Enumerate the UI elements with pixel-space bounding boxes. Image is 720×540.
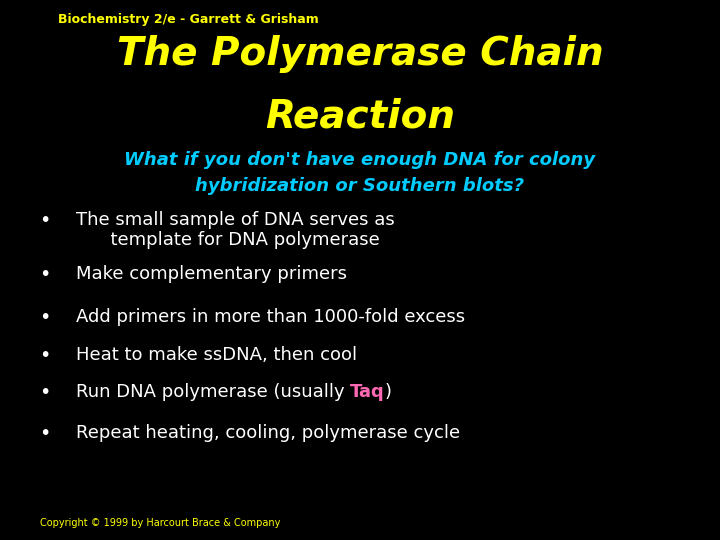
Text: Taq: Taq xyxy=(350,383,384,401)
Text: •: • xyxy=(40,265,51,284)
Text: •: • xyxy=(40,211,51,229)
Text: •: • xyxy=(40,383,51,402)
Text: The Polymerase Chain: The Polymerase Chain xyxy=(117,35,603,73)
Text: Reaction: Reaction xyxy=(265,97,455,135)
Text: Add primers in more than 1000-fold excess: Add primers in more than 1000-fold exces… xyxy=(76,308,464,326)
Text: •: • xyxy=(40,424,51,443)
Text: Make complementary primers: Make complementary primers xyxy=(76,265,346,282)
Text: •: • xyxy=(40,346,51,365)
Text: •: • xyxy=(40,308,51,327)
Text: Heat to make ssDNA, then cool: Heat to make ssDNA, then cool xyxy=(76,346,356,363)
Text: hybridization or Southern blots?: hybridization or Southern blots? xyxy=(195,177,525,195)
Text: Biochemistry 2/e - Garrett & Grisham: Biochemistry 2/e - Garrett & Grisham xyxy=(58,14,318,26)
Text: Repeat heating, cooling, polymerase cycle: Repeat heating, cooling, polymerase cycl… xyxy=(76,424,460,442)
Text: The small sample of DNA serves as
      template for DNA polymerase: The small sample of DNA serves as templa… xyxy=(76,211,395,249)
Text: What if you don't have enough DNA for colony: What if you don't have enough DNA for co… xyxy=(125,151,595,169)
Text: Run DNA polymerase (usually: Run DNA polymerase (usually xyxy=(76,383,350,401)
Text: ): ) xyxy=(384,383,392,401)
Text: Copyright © 1999 by Harcourt Brace & Company: Copyright © 1999 by Harcourt Brace & Com… xyxy=(40,518,280,528)
